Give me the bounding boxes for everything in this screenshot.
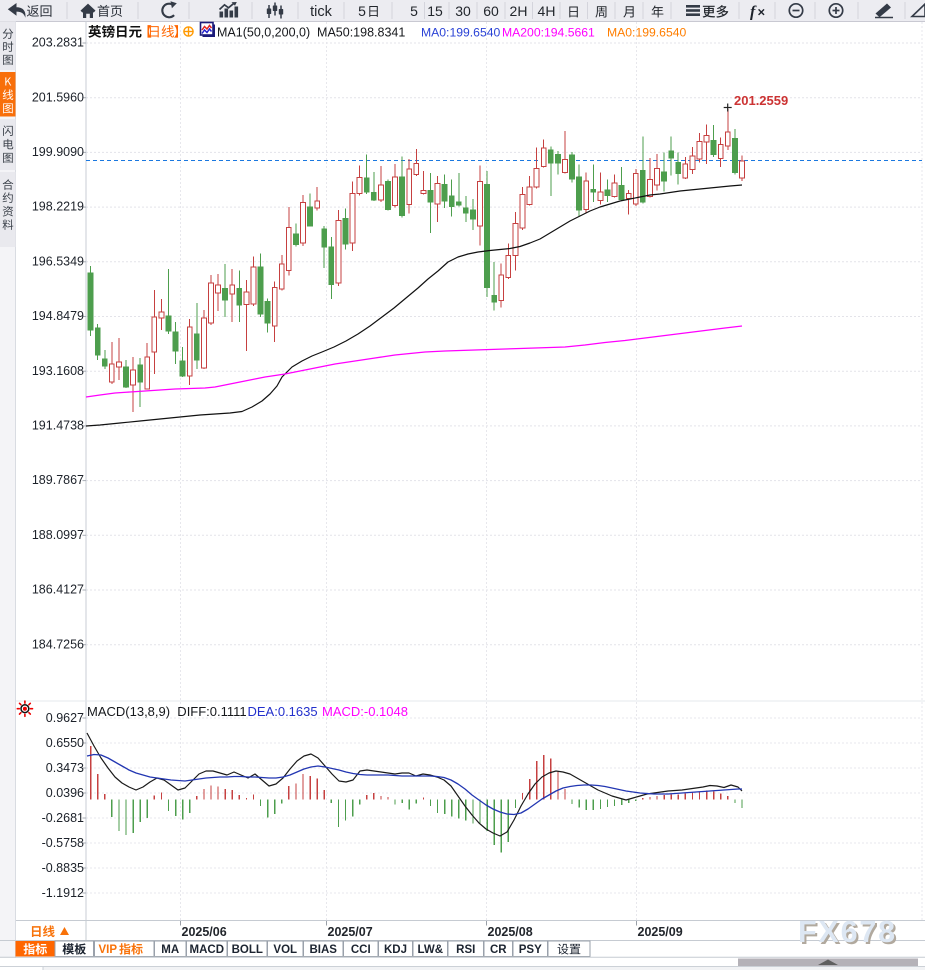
svg-text:0.0396: 0.0396 (46, 786, 84, 800)
svg-text:198.2219: 198.2219 (32, 200, 84, 214)
svg-text:188.0997: 188.0997 (32, 528, 84, 542)
svg-text:2H: 2H (510, 3, 528, 19)
svg-text:PSY: PSY (519, 944, 542, 956)
svg-text:FX678: FX678 (800, 917, 899, 951)
svg-text:VIP: VIP (99, 944, 118, 956)
svg-text:RSI: RSI (456, 944, 475, 956)
svg-text:194.8479: 194.8479 (32, 309, 84, 323)
svg-text:5: 5 (410, 3, 418, 19)
svg-text:15: 15 (427, 3, 443, 19)
svg-text:193.1608: 193.1608 (32, 364, 84, 378)
svg-text:30: 30 (455, 3, 471, 19)
svg-text:-0.5758: -0.5758 (42, 836, 84, 850)
svg-text:2025/06: 2025/06 (182, 925, 227, 939)
svg-text:CCI: CCI (351, 944, 371, 956)
svg-text:×: × (758, 5, 766, 20)
svg-text:196.5349: 196.5349 (32, 254, 84, 268)
svg-text:201.5960: 201.5960 (32, 90, 84, 104)
svg-text:0.6550: 0.6550 (46, 736, 84, 750)
svg-text:191.4738: 191.4738 (32, 419, 84, 433)
svg-text:MA1(50,0,200,0) MA50:198.8341: MA1(50,0,200,0) MA50:198.8341 (217, 26, 405, 40)
svg-text:5: 5 (358, 3, 366, 19)
svg-text:2025/09: 2025/09 (638, 925, 683, 939)
svg-text:KDJ: KDJ (384, 944, 407, 956)
svg-text:tick: tick (310, 4, 333, 20)
svg-text:MACD: MACD (190, 944, 225, 956)
svg-text:LW&: LW& (417, 944, 443, 956)
svg-text:60: 60 (483, 3, 499, 19)
svg-text:184.7256: 184.7256 (32, 637, 84, 651)
svg-text:201.2559: 201.2559 (734, 93, 788, 108)
svg-text:-0.2681: -0.2681 (42, 811, 84, 825)
svg-text:DEA:0.1635: DEA:0.1635 (248, 704, 318, 719)
svg-text:199.9090: 199.9090 (32, 145, 84, 159)
svg-text:0.9627: 0.9627 (46, 711, 84, 725)
svg-text:MA0:199.6540: MA0:199.6540 (607, 26, 687, 40)
svg-text:2025/08: 2025/08 (488, 925, 533, 939)
svg-text:186.4127: 186.4127 (32, 583, 84, 597)
svg-text:189.7867: 189.7867 (32, 473, 84, 487)
svg-text:0.3473: 0.3473 (46, 761, 84, 775)
svg-text:2025/07: 2025/07 (328, 925, 373, 939)
svg-text:MA200:194.5661: MA200:194.5661 (502, 26, 595, 40)
svg-text:BIAS: BIAS (310, 944, 338, 956)
svg-text:4H: 4H (538, 3, 556, 19)
svg-text:MACD:-0.1048: MACD:-0.1048 (322, 704, 408, 719)
svg-text:MA0:199.6540: MA0:199.6540 (421, 26, 501, 40)
svg-text:VOL: VOL (273, 944, 297, 956)
svg-text:-1.1912: -1.1912 (42, 886, 84, 900)
svg-text:f: f (750, 4, 757, 21)
svg-text:BOLL: BOLL (232, 944, 263, 956)
svg-text:-0.8835: -0.8835 (42, 861, 84, 875)
svg-text:FX678: FX678 (798, 915, 897, 949)
svg-text:203.2831: 203.2831 (32, 36, 84, 50)
svg-text:MACD(13,8,9) DIFF:0.1111: MACD(13,8,9) DIFF:0.1111 (87, 704, 247, 719)
svg-text:MA: MA (161, 944, 179, 956)
svg-text:CR: CR (490, 944, 507, 956)
